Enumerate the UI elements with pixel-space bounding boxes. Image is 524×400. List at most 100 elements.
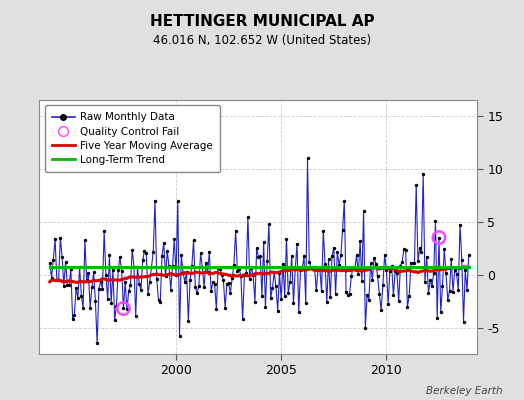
Point [386,267,394,274]
Point [267,294,275,301]
Point [275,270,283,276]
Point [176,332,184,339]
Point [349,264,357,270]
Point [419,171,428,177]
Point [47,275,56,281]
Point [412,182,420,188]
Point [294,309,303,315]
Point [401,247,410,253]
Point [211,280,219,287]
Point [258,292,266,299]
Point [263,258,271,264]
Point [392,270,401,276]
Point [72,284,80,291]
Point [370,255,378,261]
Point [454,286,463,293]
Point [431,218,440,224]
Point [116,254,124,261]
Point [282,235,291,242]
Point [144,291,152,297]
Point [463,287,471,293]
Point [212,306,221,312]
Point [359,208,368,214]
Point [354,271,363,278]
Text: 46.016 N, 102.652 W (United States): 46.016 N, 102.652 W (United States) [153,34,371,47]
Point [105,252,114,259]
Point [221,304,230,311]
Point [410,260,419,266]
Point [365,296,373,303]
Point [421,279,429,285]
Point [307,264,315,271]
Point [51,236,59,242]
Point [270,269,278,276]
Point [170,236,179,242]
Point [416,245,424,251]
Point [165,263,173,270]
Point [449,288,457,295]
Point [284,290,292,296]
Point [140,248,149,254]
Point [54,277,63,283]
Point [69,316,77,322]
Point [303,155,312,162]
Point [300,253,308,260]
Point [147,264,156,270]
Point [409,260,417,266]
Point [207,288,215,294]
Point [323,299,331,306]
Point [244,214,252,220]
Point [179,269,187,276]
Point [81,237,89,244]
Point [340,197,348,204]
Point [345,290,354,297]
Point [102,272,110,278]
Point [407,260,415,266]
Point [314,266,322,272]
Point [205,249,214,255]
Point [98,286,106,292]
Point [436,309,445,315]
Point [61,259,70,265]
Point [232,228,240,234]
Point [289,300,298,306]
Point [361,324,369,331]
Point [119,305,128,312]
Point [184,318,192,324]
Point [146,279,154,285]
Point [321,260,329,267]
Point [328,253,336,260]
Point [424,290,433,296]
Point [461,267,470,274]
Point [242,270,250,276]
Point [435,234,443,241]
Point [230,262,238,268]
Point [79,304,88,311]
Point [235,266,243,272]
Point [451,266,459,273]
Point [196,250,205,256]
Point [216,265,224,272]
Point [151,197,159,204]
Point [298,265,307,272]
Point [324,256,333,262]
Point [75,264,84,270]
Point [272,283,280,290]
Point [217,271,226,278]
Point [240,272,248,278]
Point [368,277,377,283]
Point [443,296,452,303]
Point [84,270,93,276]
Point [138,257,147,264]
Point [135,280,144,287]
Point [82,277,91,283]
Point [344,292,352,298]
Text: HETTINGER MUNICIPAL AP: HETTINGER MUNICIPAL AP [150,14,374,29]
Point [156,299,165,306]
Point [133,264,141,270]
Point [200,284,208,290]
Point [67,266,75,272]
Point [202,260,210,266]
Point [414,258,422,264]
Point [351,265,359,271]
